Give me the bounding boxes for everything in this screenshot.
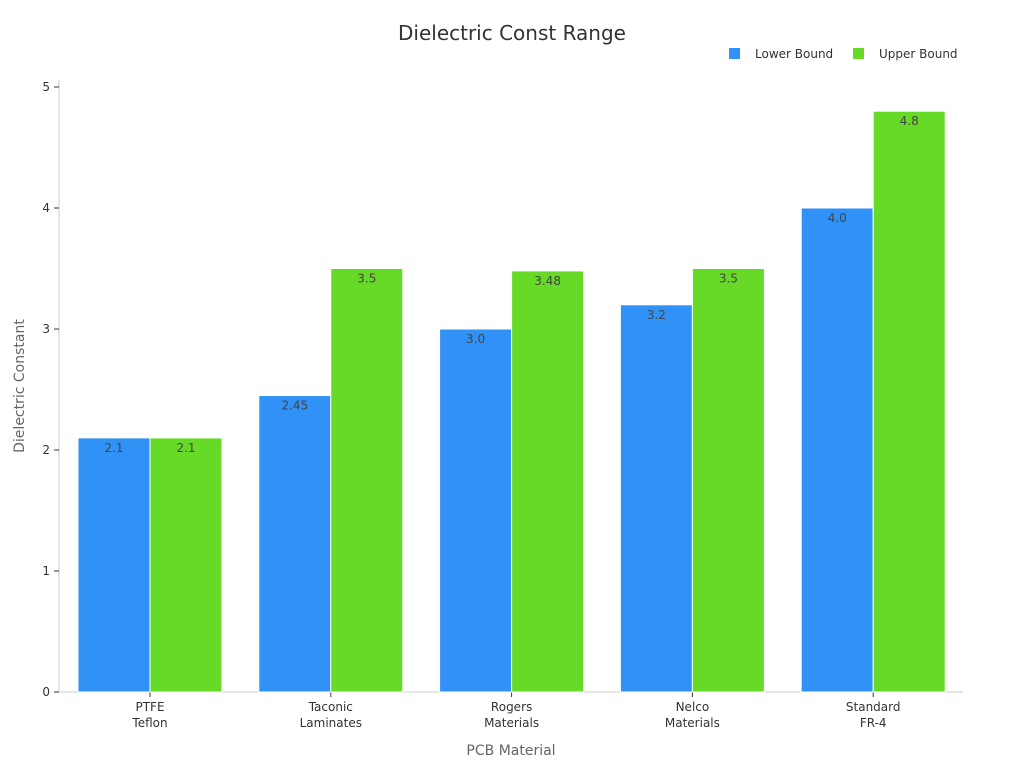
x-tick-label-line: Materials <box>665 716 720 730</box>
bar-upper-bound <box>149 437 223 693</box>
x-tick-label: Rogers Materials <box>484 700 539 730</box>
data-label: 3.2 <box>647 308 666 322</box>
bar-upper-bound <box>330 268 404 693</box>
legend-label-upper-bound: Upper Bound <box>879 47 958 61</box>
x-tick-label-line: Rogers <box>491 700 532 714</box>
data-label: 3.48 <box>534 274 561 288</box>
x-tick-label: Nelco Materials <box>665 700 720 730</box>
data-label: 2.45 <box>281 399 308 413</box>
bar-lower-bound <box>619 304 693 693</box>
bar-upper-bound <box>872 110 946 693</box>
bars <box>77 110 946 693</box>
x-axis-title: PCB Material <box>466 743 555 759</box>
x-tick-label-line: Nelco <box>676 700 710 714</box>
chart-title: Dielectric Const Range <box>398 21 626 45</box>
legend-swatch-lower-bound <box>729 48 740 59</box>
y-tick-label: 4 <box>42 201 50 215</box>
data-label: 4.8 <box>900 114 919 128</box>
y-tick-label: 5 <box>42 80 50 94</box>
data-labels: 2.1 2.1 2.45 3.5 3.0 3.48 3.2 3.5 4.0 4.8 <box>104 114 918 455</box>
data-label: 2.1 <box>176 441 195 455</box>
bar-upper-bound <box>691 268 765 693</box>
x-tick-label-line: PTFE <box>135 700 164 714</box>
x-axis: PTFE Teflon Taconic Laminates Rogers Material… <box>59 691 963 759</box>
data-label: 4.0 <box>828 211 847 225</box>
legend-label-lower-bound: Lower Bound <box>755 47 833 61</box>
y-tick-label: 1 <box>42 564 50 578</box>
x-tick-label-line: Teflon <box>131 716 167 730</box>
bar-lower-bound <box>800 207 874 693</box>
legend-swatch-upper-bound <box>853 48 864 59</box>
x-tick-label: PTFE Teflon <box>131 700 167 730</box>
data-label: 3.5 <box>357 272 376 286</box>
y-tick-label: 3 <box>42 322 50 336</box>
y-tick-label: 0 <box>42 685 50 699</box>
y-axis: 0 1 2 3 4 5 Dielectric Constant <box>12 80 60 699</box>
y-axis-title: Dielectric Constant <box>12 319 28 453</box>
y-tick-label: 2 <box>42 443 50 457</box>
y-axis-ticks: 0 1 2 3 4 5 <box>42 80 59 699</box>
x-axis-ticks: PTFE Teflon Taconic Laminates Rogers Material… <box>131 692 900 730</box>
bar-lower-bound <box>77 437 151 693</box>
x-tick-label-line: Laminates <box>300 716 362 730</box>
bar-upper-bound <box>511 270 585 693</box>
data-label: 3.0 <box>466 332 485 346</box>
legend: Lower Bound Upper Bound <box>729 47 958 61</box>
x-tick-label-line: FR-4 <box>860 716 887 730</box>
bar-lower-bound <box>439 328 513 693</box>
x-tick-label-line: Materials <box>484 716 539 730</box>
x-tick-label-line: Standard <box>846 700 901 714</box>
x-tick-label: Taconic Laminates <box>300 700 362 730</box>
x-tick-label: Standard FR-4 <box>846 700 901 730</box>
bar-lower-bound <box>258 395 332 693</box>
data-label: 3.5 <box>719 272 738 286</box>
x-tick-label-line: Taconic <box>308 700 353 714</box>
data-label: 2.1 <box>104 441 123 455</box>
